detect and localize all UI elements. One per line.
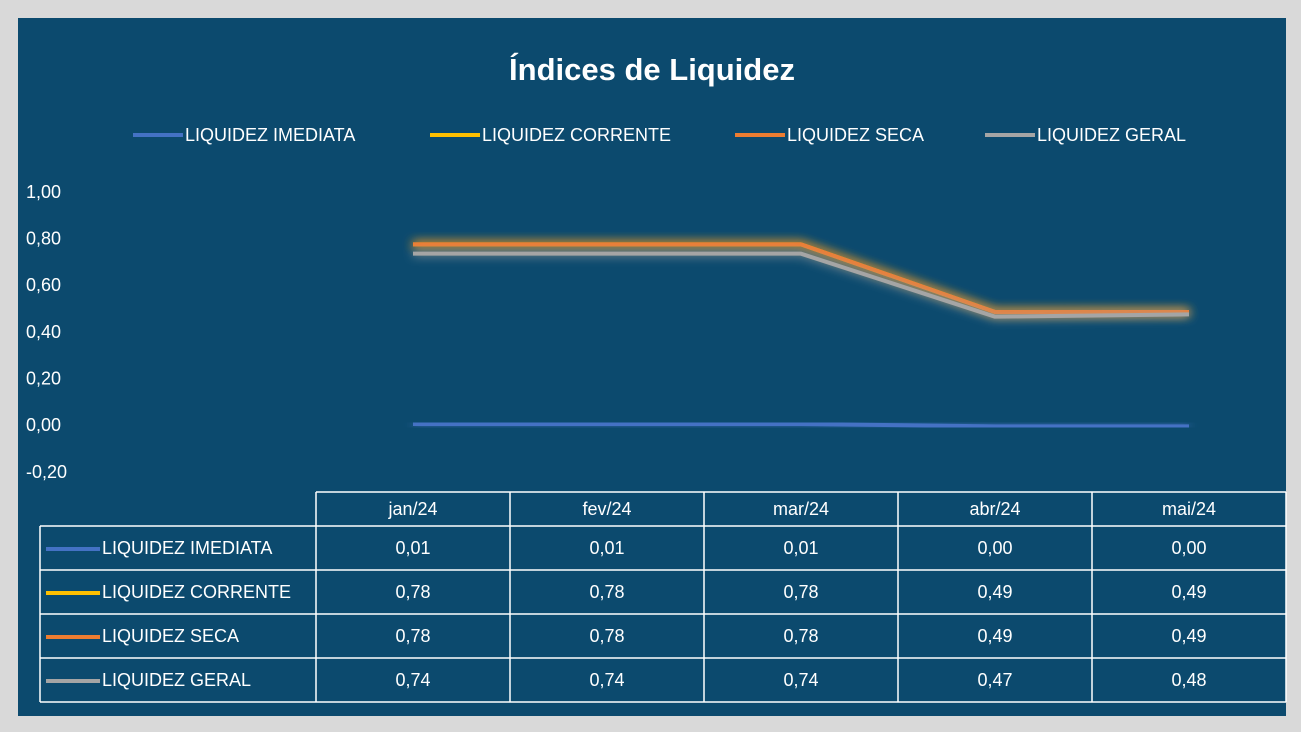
table-cell: 0,74 [589,670,624,690]
y-tick-label: 0,00 [26,415,61,435]
table-cell: 0,78 [589,582,624,602]
table-cell: 0,00 [1171,538,1206,558]
table-cell: 0,01 [783,538,818,558]
table-cell: 0,49 [977,582,1012,602]
y-tick-label: 0,60 [26,275,61,295]
y-tick-label: 1,00 [26,182,61,202]
series-line [413,242,1189,314]
y-tick-label: 0,20 [26,368,61,388]
table-cell: 0,78 [589,626,624,646]
panel [18,18,1286,716]
table-cell: 0,74 [395,670,430,690]
y-tick-label: -0,20 [26,462,67,482]
table-cell: 0,78 [783,582,818,602]
legend-label: LIQUIDEZ GERAL [1037,125,1186,145]
series-line [413,422,1189,429]
x-tick-label: jan/24 [387,499,437,519]
y-tick-label: 0,40 [26,322,61,342]
legend-label: LIQUIDEZ IMEDIATA [185,125,355,145]
table-row-label: LIQUIDEZ GERAL [102,670,251,690]
table-cell: 0,01 [589,538,624,558]
table-cell: 0,78 [395,582,430,602]
legend-label: LIQUIDEZ SECA [787,125,924,145]
table-row-label: LIQUIDEZ CORRENTE [102,582,291,602]
table-cell: 0,49 [977,626,1012,646]
table-cell: 0,00 [977,538,1012,558]
series-line [413,251,1190,319]
table-cell: 0,48 [1171,670,1206,690]
table-cell: 0,49 [1171,626,1206,646]
x-tick-label: abr/24 [969,499,1020,519]
y-tick-label: 0,80 [26,228,61,248]
table-row-label: LIQUIDEZ SECA [102,626,239,646]
table-row-label: LIQUIDEZ IMEDIATA [102,538,272,558]
table-cell: 0,49 [1171,582,1206,602]
x-tick-label: mar/24 [773,499,829,519]
table-cell: 0,01 [395,538,430,558]
legend-label: LIQUIDEZ CORRENTE [482,125,671,145]
table-cell: 0,78 [395,626,430,646]
table-cell: 0,74 [783,670,818,690]
table-cell: 0,78 [783,626,818,646]
chart-title: Índices de Liquidez [509,52,795,87]
table-cell: 0,47 [977,670,1012,690]
x-tick-label: fev/24 [582,499,631,519]
x-tick-label: mai/24 [1162,499,1216,519]
